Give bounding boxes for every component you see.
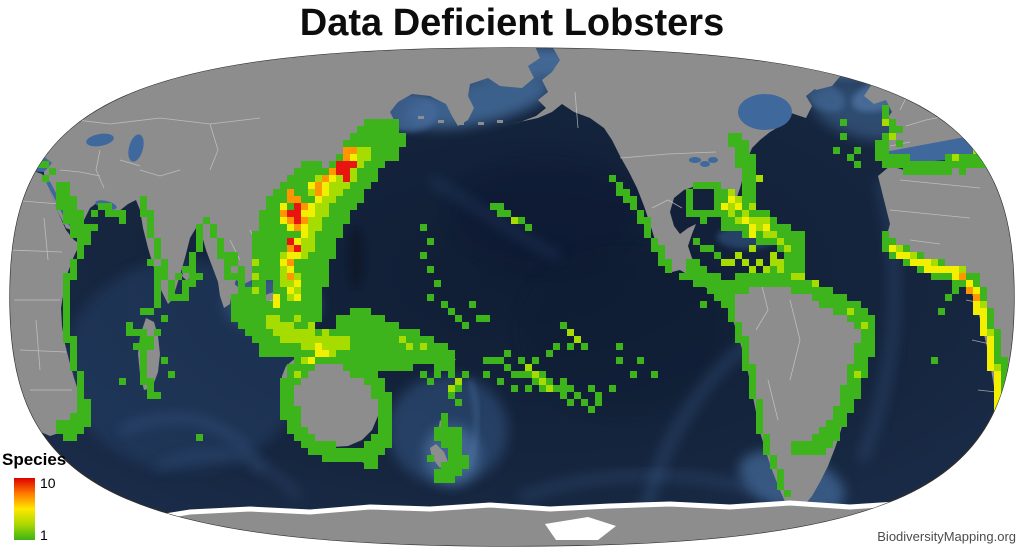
land-americas: [500, 48, 866, 514]
land-eurasia: [10, 48, 540, 308]
legend: Species 10 1: [2, 450, 122, 543]
attribution-text: BiodiversityMapping.org: [877, 529, 1016, 544]
land-africa-right: [878, 150, 1014, 466]
legend-gradient-bar: [14, 478, 35, 540]
ice-shelf-edge: [127, 495, 1014, 525]
legend-title: Species: [2, 450, 67, 469]
legend-min-label: 1: [40, 527, 48, 543]
land-aleutians: [418, 116, 503, 125]
legend-max-label: 10: [40, 475, 56, 491]
land-africa-left: [10, 168, 84, 436]
species-heatmap-layer: [14, 105, 1014, 497]
map-title: Data Deficient Lobsters: [299, 2, 725, 44]
